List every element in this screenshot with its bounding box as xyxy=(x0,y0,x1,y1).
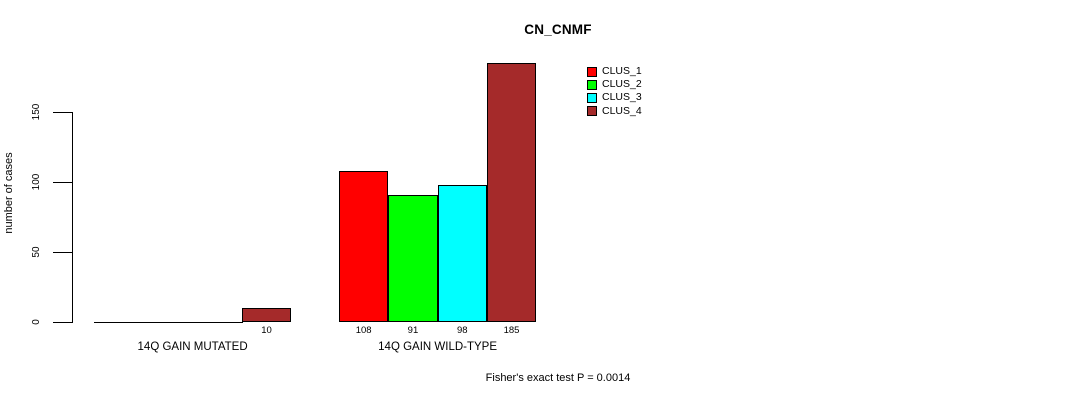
legend-item: CLUS_4 xyxy=(587,105,642,118)
bar-value-label: 98 xyxy=(456,325,468,336)
bar-value-label: 185 xyxy=(503,325,520,336)
legend-label: CLUS_4 xyxy=(602,104,642,117)
y-tick xyxy=(53,322,72,323)
bar-value-label: 108 xyxy=(355,325,372,336)
legend-label: CLUS_1 xyxy=(602,65,642,78)
bar-zero xyxy=(94,322,145,323)
y-tick-label: 100 xyxy=(31,173,42,191)
bar xyxy=(437,185,487,322)
legend-swatch xyxy=(587,66,597,77)
legend-swatch xyxy=(587,79,597,90)
y-tick xyxy=(53,112,72,113)
bar xyxy=(339,171,389,322)
legend-item: CLUS_2 xyxy=(587,78,642,91)
bar xyxy=(241,308,292,322)
y-axis-line xyxy=(72,112,73,323)
chart-title: CN_CNMF xyxy=(524,22,592,37)
legend-label: CLUS_2 xyxy=(602,78,642,91)
bar-zero xyxy=(192,322,243,323)
bar xyxy=(388,195,438,322)
bar xyxy=(486,63,537,322)
x-group-label: 14Q GAIN WILD-TYPE xyxy=(378,341,498,353)
y-tick xyxy=(53,182,72,183)
legend-item: CLUS_1 xyxy=(587,65,642,78)
legend: CLUS_1 CLUS_2 CLUS_3 CLUS_4 xyxy=(587,65,642,118)
bar-value-label: 10 xyxy=(261,325,272,336)
x-group-label: 14Q GAIN MUTATED xyxy=(137,341,248,353)
annotation-text: Fisher's exact test P = 0.0014 xyxy=(485,372,631,384)
y-tick-label: 150 xyxy=(31,103,42,121)
bar-value-label: 91 xyxy=(407,325,419,336)
bar-zero xyxy=(143,322,194,323)
y-tick-label: 50 xyxy=(31,246,42,258)
y-tick xyxy=(53,252,72,253)
y-tick-label: 0 xyxy=(31,319,42,325)
y-axis-label: number of cases xyxy=(3,152,15,234)
legend-item: CLUS_3 xyxy=(587,91,642,104)
legend-swatch xyxy=(587,92,597,103)
legend-swatch xyxy=(587,106,597,117)
legend-label: CLUS_3 xyxy=(602,91,642,104)
